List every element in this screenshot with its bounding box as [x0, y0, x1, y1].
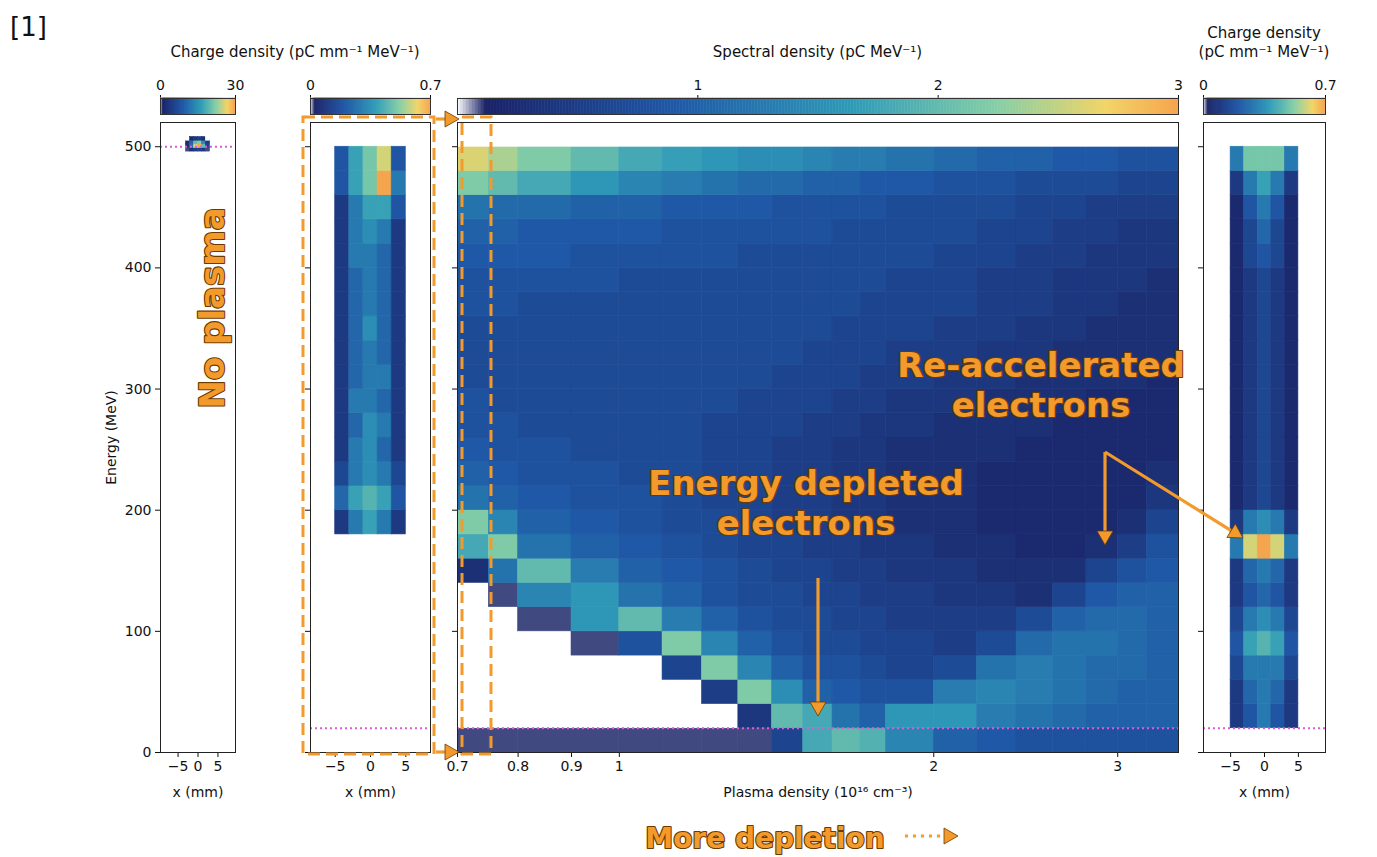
svg-text:5: 5: [213, 758, 222, 774]
svg-text:No plasma: No plasma: [192, 207, 232, 408]
svg-text:0.7: 0.7: [419, 77, 441, 93]
svg-text:−5: −5: [325, 758, 346, 774]
svg-text:0: 0: [1199, 77, 1208, 93]
svg-text:0: 0: [1260, 758, 1269, 774]
html-text:Charge density (pC mm⁻¹ MeV⁻¹): Charge density (pC mm⁻¹ MeV⁻¹): [170, 43, 420, 61]
html-text:(pC mm⁻¹ MeV⁻¹): (pC mm⁻¹ MeV⁻¹): [1198, 43, 1330, 61]
svg-text:0.9: 0.9: [560, 758, 582, 774]
svg-text:−5: −5: [1220, 758, 1241, 774]
svg-text:Re-acceleratedelectrons: Re-acceleratedelectrons: [897, 345, 1185, 425]
svg-text:2: 2: [934, 77, 943, 93]
svg-text:0: 0: [143, 744, 152, 760]
svg-text:0.8: 0.8: [507, 758, 529, 774]
svg-text:2: 2: [929, 758, 938, 774]
svg-text:200: 200: [125, 502, 152, 518]
svg-text:0.7: 0.7: [1314, 77, 1336, 93]
html-text:[1]: [1]: [10, 12, 47, 42]
svg-text:x (mm): x (mm): [345, 784, 396, 800]
svg-text:3: 3: [1113, 758, 1122, 774]
svg-text:x (mm): x (mm): [1239, 784, 1290, 800]
svg-text:−5: −5: [168, 758, 189, 774]
svg-text:30: 30: [227, 77, 245, 93]
svg-text:More depletion: More depletion: [645, 822, 884, 855]
svg-text:0.7: 0.7: [446, 758, 468, 774]
svg-text:3: 3: [1174, 77, 1183, 93]
svg-text:x (mm): x (mm): [173, 784, 224, 800]
svg-text:400: 400: [125, 259, 152, 275]
svg-text:1: 1: [615, 758, 624, 774]
svg-text:Energy depletedelectrons: Energy depletedelectrons: [648, 463, 964, 543]
svg-text:5: 5: [1294, 758, 1303, 774]
html-text:Spectral density (pC MeV⁻¹): Spectral density (pC MeV⁻¹): [712, 43, 923, 61]
svg-text:5: 5: [401, 758, 410, 774]
html-text:Charge density: Charge density: [1207, 24, 1321, 42]
svg-text:0: 0: [194, 758, 203, 774]
svg-text:1: 1: [693, 77, 702, 93]
svg-text:0: 0: [156, 77, 165, 93]
svg-text:0: 0: [366, 758, 375, 774]
svg-text:Energy (MeV): Energy (MeV): [103, 390, 119, 485]
svg-text:Plasma density (10¹⁶ cm⁻³): Plasma density (10¹⁶ cm⁻³): [723, 784, 912, 800]
svg-text:100: 100: [125, 623, 152, 639]
svg-text:0: 0: [306, 77, 315, 93]
svg-text:300: 300: [125, 381, 152, 397]
svg-text:500: 500: [125, 138, 152, 154]
